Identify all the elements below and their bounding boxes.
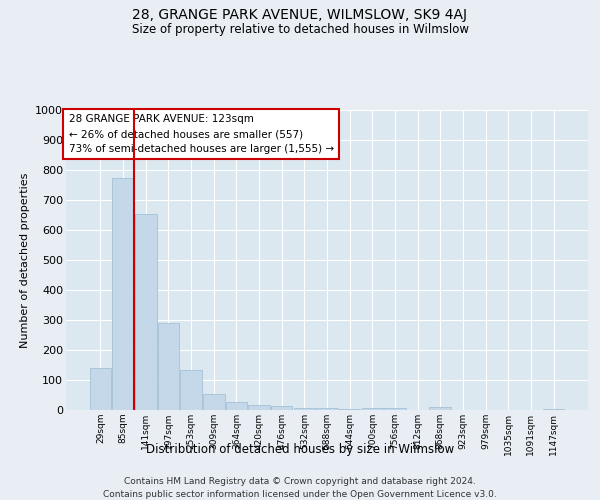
Bar	[293, 408, 315, 410]
Text: Size of property relative to detached houses in Wilmslow: Size of property relative to detached ho…	[131, 22, 469, 36]
Bar	[181, 370, 202, 410]
Bar	[158, 323, 179, 410]
Bar	[543, 408, 564, 410]
Bar	[203, 394, 224, 410]
Text: Contains HM Land Registry data © Crown copyright and database right 2024.: Contains HM Land Registry data © Crown c…	[124, 478, 476, 486]
Text: 28 GRANGE PARK AVENUE: 123sqm
← 26% of detached houses are smaller (557)
73% of : 28 GRANGE PARK AVENUE: 123sqm ← 26% of d…	[68, 114, 334, 154]
Bar	[135, 214, 157, 410]
Bar	[271, 406, 292, 410]
Bar	[112, 178, 134, 410]
Bar	[362, 408, 383, 410]
Bar	[430, 407, 451, 410]
Text: 28, GRANGE PARK AVENUE, WILMSLOW, SK9 4AJ: 28, GRANGE PARK AVENUE, WILMSLOW, SK9 4A…	[133, 8, 467, 22]
Bar	[226, 402, 247, 410]
Text: Contains public sector information licensed under the Open Government Licence v3: Contains public sector information licen…	[103, 490, 497, 499]
Bar	[339, 408, 361, 410]
Bar	[248, 404, 270, 410]
Text: Distribution of detached houses by size in Wilmslow: Distribution of detached houses by size …	[146, 442, 454, 456]
Bar	[316, 408, 338, 410]
Bar	[90, 368, 111, 410]
Y-axis label: Number of detached properties: Number of detached properties	[20, 172, 29, 348]
Bar	[384, 408, 406, 410]
